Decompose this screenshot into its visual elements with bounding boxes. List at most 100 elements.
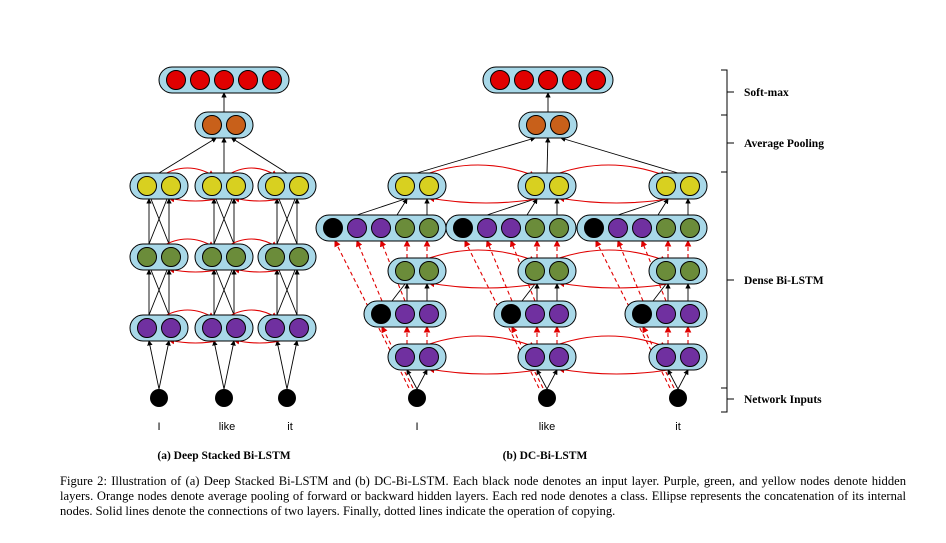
class-node bbox=[166, 70, 186, 90]
copy-line bbox=[356, 239, 383, 302]
hidden2-node bbox=[137, 247, 157, 267]
hidden3-node bbox=[680, 176, 700, 196]
hidden3-node bbox=[656, 176, 676, 196]
input-node bbox=[584, 218, 604, 238]
recurrent-line bbox=[557, 195, 675, 204]
pooling-node bbox=[526, 115, 546, 135]
copy-line bbox=[617, 239, 644, 302]
connection-line bbox=[213, 269, 233, 316]
connection-line bbox=[560, 136, 679, 174]
connection-line bbox=[416, 369, 428, 390]
recurrent-line bbox=[557, 280, 675, 289]
hidden1-node bbox=[419, 347, 439, 367]
hidden2-node bbox=[549, 261, 569, 281]
hidden2-node bbox=[395, 218, 415, 238]
connection-line bbox=[356, 198, 406, 216]
connection-line bbox=[545, 137, 551, 174]
brace-label-pooling: Average Pooling bbox=[744, 138, 824, 150]
copy-line bbox=[642, 326, 675, 389]
hidden1-node bbox=[656, 304, 676, 324]
class-node bbox=[490, 70, 510, 90]
copy-line bbox=[379, 239, 406, 302]
input-node bbox=[371, 304, 391, 324]
hidden1-node bbox=[395, 304, 415, 324]
brace-label-dense: Dense Bi-LSTM bbox=[744, 275, 824, 287]
hidden2-node bbox=[202, 247, 222, 267]
class-node bbox=[514, 70, 534, 90]
hidden2-node bbox=[525, 218, 545, 238]
hidden2-node bbox=[680, 261, 700, 281]
input-node bbox=[501, 304, 521, 324]
hidden2-node bbox=[419, 261, 439, 281]
hidden1-node bbox=[632, 218, 652, 238]
hidden1-node bbox=[525, 347, 545, 367]
recurrent-line bbox=[427, 195, 544, 204]
hidden1-node bbox=[161, 318, 181, 338]
input-node bbox=[538, 389, 556, 407]
copy-line bbox=[640, 239, 667, 302]
connection-line bbox=[275, 340, 288, 390]
connection-line bbox=[677, 369, 689, 390]
connection-line bbox=[148, 198, 168, 245]
hidden1-node bbox=[680, 347, 700, 367]
connection-line bbox=[150, 198, 170, 245]
left-word-it: it bbox=[287, 421, 293, 433]
connection-line bbox=[158, 340, 171, 390]
copy-line bbox=[486, 239, 513, 302]
hidden3-node bbox=[419, 176, 439, 196]
copy-line bbox=[381, 326, 414, 389]
connection-line bbox=[526, 198, 538, 216]
hidden1-node bbox=[501, 218, 521, 238]
layer-ellipses bbox=[129, 66, 708, 407]
hidden1-node bbox=[202, 318, 222, 338]
recurrent-line bbox=[420, 335, 537, 349]
hidden2-node bbox=[265, 247, 285, 267]
hidden2-node bbox=[289, 247, 309, 267]
pooling-node bbox=[550, 115, 570, 135]
recurrent-line bbox=[420, 164, 537, 178]
connection-line bbox=[278, 269, 298, 316]
left-word-like: like bbox=[219, 421, 236, 433]
connection-line bbox=[652, 283, 667, 302]
class-node bbox=[238, 70, 258, 90]
hidden2-node bbox=[549, 218, 569, 238]
connection-line bbox=[396, 198, 408, 216]
brace-lines bbox=[721, 69, 734, 413]
right-word-it: it bbox=[675, 421, 681, 433]
recurrent-line bbox=[420, 249, 537, 263]
connection-line bbox=[223, 340, 236, 390]
connection-line bbox=[276, 198, 296, 245]
hidden1-node bbox=[226, 318, 246, 338]
hidden1-node bbox=[549, 347, 569, 367]
hidden1-node bbox=[549, 304, 569, 324]
hidden3-node bbox=[395, 176, 415, 196]
connection-line bbox=[147, 340, 160, 390]
hidden1-node bbox=[419, 304, 439, 324]
figure-caption: Figure 2: Illustration of (a) Deep Stack… bbox=[60, 474, 906, 518]
hidden3-node bbox=[265, 176, 285, 196]
connection-line bbox=[536, 369, 548, 390]
hidden3-node bbox=[226, 176, 246, 196]
hidden1-node bbox=[371, 218, 391, 238]
pooling-node bbox=[202, 115, 222, 135]
hidden2-node bbox=[525, 261, 545, 281]
input-node bbox=[453, 218, 473, 238]
hidden2-node bbox=[419, 218, 439, 238]
brace-label-inputs: Network Inputs bbox=[744, 394, 822, 406]
connection-line bbox=[212, 340, 225, 390]
connection-line bbox=[406, 369, 418, 390]
copy-line bbox=[511, 326, 544, 389]
connection-line bbox=[286, 340, 299, 390]
hidden1-node bbox=[525, 304, 545, 324]
connection-line bbox=[148, 269, 168, 316]
hidden1-node bbox=[656, 347, 676, 367]
connection-line bbox=[486, 198, 536, 216]
hidden1-node bbox=[680, 304, 700, 324]
connection-line bbox=[278, 198, 298, 245]
connection-line bbox=[521, 283, 536, 302]
recurrent-line bbox=[550, 335, 668, 349]
connection-line bbox=[546, 369, 558, 390]
hidden3-node bbox=[289, 176, 309, 196]
hidden1-node bbox=[265, 318, 285, 338]
subcaption-a: (a) Deep Stacked Bi-LSTM bbox=[157, 450, 290, 462]
